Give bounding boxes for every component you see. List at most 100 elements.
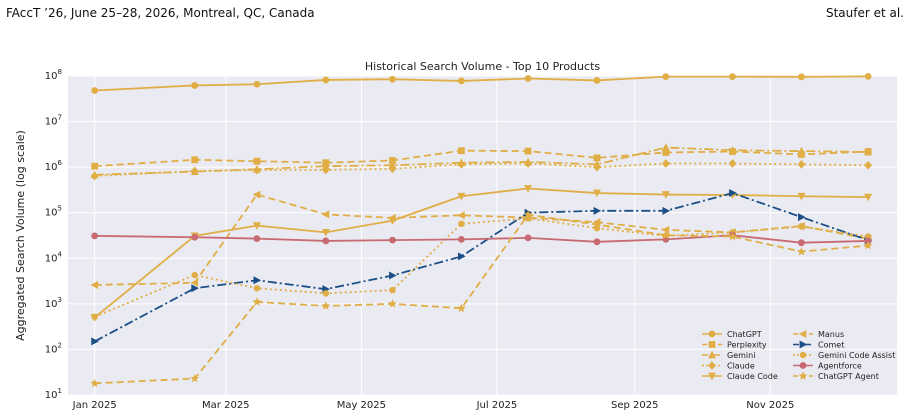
data-point-comet [593, 206, 602, 215]
y-tick-exponent: 2 [58, 341, 62, 349]
series-line-claude [94, 162, 869, 177]
data-point-comet [253, 276, 262, 285]
data-point-comet [191, 284, 199, 293]
data-point-manus [90, 280, 99, 289]
legend-marker [708, 330, 716, 338]
data-point-gemini-code-assist [322, 290, 329, 297]
data-point-claude [321, 165, 330, 175]
data-point-gemini-code-assist [458, 220, 465, 227]
data-point-claude [524, 159, 532, 168]
y-tick-label: 105 [45, 205, 62, 219]
data-point-perplexity [662, 149, 670, 156]
data-point-chatgpt [864, 72, 872, 80]
legend-item-claude: Claude [702, 361, 755, 371]
data-point-chatgpt-agent [90, 378, 100, 388]
data-point-agentforce [457, 235, 465, 243]
data-point-chatgpt [191, 82, 199, 89]
series-line-manus [94, 193, 869, 286]
y-tick-exponent: 6 [58, 159, 63, 167]
x-tick-label: May 2025 [337, 400, 386, 411]
data-point-agentforce [389, 236, 396, 244]
y-tick-exponent: 3 [58, 296, 62, 304]
data-point-perplexity [389, 157, 396, 164]
data-point-claude [593, 162, 601, 172]
legend-marker [798, 371, 808, 380]
data-point-chatgpt-agent [523, 210, 533, 219]
data-point-manus [321, 210, 330, 219]
series-line-chatgpt-agent [94, 213, 869, 385]
data-point-comet [457, 252, 466, 261]
data-point-chatgpt-agent [661, 230, 671, 239]
data-point-agentforce [593, 238, 601, 246]
data-point-chatgpt [593, 77, 601, 84]
legend-marker [799, 362, 807, 369]
legend-item-manus: Manus [793, 330, 844, 339]
y-tick-exponent: 1 [58, 387, 62, 395]
chart-title: Historical Search Volume - Top 10 Produc… [365, 60, 601, 73]
data-point-claude-code [524, 185, 533, 193]
series-line-agentforce [94, 234, 869, 244]
data-point-chatgpt-agent [190, 373, 200, 383]
data-point-chatgpt [798, 73, 805, 81]
legend-item-agentforce: Agentforce [793, 362, 862, 371]
data-point-chatgpt-agent [863, 240, 873, 250]
data-point-claude [253, 165, 261, 175]
data-point-perplexity [91, 162, 99, 170]
legend-item-gemini: Gemini [702, 350, 755, 360]
y-tick-exponent: 4 [58, 250, 63, 258]
legend-item-claude-code: Claude Code [702, 372, 778, 381]
data-point-comet [91, 337, 99, 346]
data-point-chatgpt [322, 76, 330, 84]
data-point-claude-code [252, 222, 261, 230]
legend-label: Claude Code [727, 372, 778, 381]
series-comet [91, 189, 873, 346]
data-point-chatgpt [729, 73, 736, 81]
data-point-agentforce [864, 237, 872, 245]
data-point-manus [190, 278, 199, 287]
legend-label: Comet [818, 341, 844, 350]
data-point-claude [728, 159, 737, 168]
legend-marker [708, 361, 716, 370]
data-point-chatgpt-agent [592, 219, 602, 229]
series-chatgpt-agent [90, 210, 873, 388]
data-point-comet [389, 271, 397, 280]
legend-label: Gemini Code Assist [818, 351, 895, 360]
data-point-gemini-code-assist [191, 271, 198, 279]
legend-label: Agentforce [818, 362, 862, 371]
series-chatgpt [91, 72, 872, 94]
y-tick-label: 102 [45, 341, 62, 355]
data-point-claude [797, 159, 806, 169]
series-line-chatgpt [94, 75, 869, 92]
data-point-perplexity [191, 156, 199, 164]
y-tick-label: 108 [45, 68, 62, 82]
data-point-chatgpt [457, 77, 465, 85]
legend-marker [708, 372, 716, 381]
data-point-chatgpt-agent [252, 297, 262, 306]
legend-marker [708, 341, 716, 348]
legend-marker [799, 351, 807, 359]
data-point-claude [90, 171, 99, 181]
legend-item-chatgpt-agent: ChatGPT Agent [793, 371, 879, 381]
data-point-manus [252, 190, 261, 199]
data-point-perplexity [457, 147, 465, 155]
legend-item-comet: Comet [793, 340, 844, 350]
series-claude [90, 159, 873, 181]
data-point-chatgpt [91, 87, 99, 94]
legend-marker [708, 350, 716, 359]
y-tick-exponent: 5 [58, 205, 62, 213]
data-point-agentforce [253, 235, 261, 243]
data-point-claude-code [321, 228, 330, 237]
data-point-perplexity [524, 147, 532, 155]
legend-marker [798, 330, 807, 338]
data-point-agentforce [524, 234, 532, 242]
data-point-chatgpt [389, 75, 396, 83]
data-point-manus [457, 211, 465, 220]
data-point-claude [388, 164, 397, 174]
data-point-chatgpt-agent [728, 231, 737, 241]
data-point-claude-code [797, 192, 806, 201]
data-point-claude [190, 166, 199, 176]
data-point-chatgpt-agent [321, 301, 331, 310]
series-agentforce [91, 231, 872, 247]
data-point-comet [729, 189, 737, 198]
plot-area [68, 76, 897, 395]
